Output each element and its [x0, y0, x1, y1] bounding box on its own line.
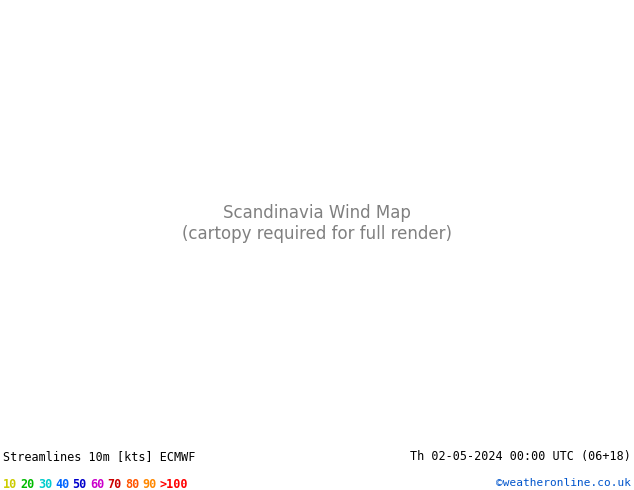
Text: 70: 70: [107, 478, 122, 490]
Text: 10: 10: [3, 478, 17, 490]
Text: 30: 30: [38, 478, 52, 490]
Text: 20: 20: [20, 478, 35, 490]
Text: 40: 40: [55, 478, 70, 490]
Text: >100: >100: [160, 478, 188, 490]
Text: 60: 60: [90, 478, 104, 490]
Text: 50: 50: [73, 478, 87, 490]
Text: 90: 90: [142, 478, 157, 490]
Text: Th 02-05-2024 00:00 UTC (06+18): Th 02-05-2024 00:00 UTC (06+18): [410, 450, 631, 463]
Text: Scandinavia Wind Map
(cartopy required for full render): Scandinavia Wind Map (cartopy required f…: [182, 204, 452, 243]
Text: 80: 80: [125, 478, 139, 490]
Text: ©weatheronline.co.uk: ©weatheronline.co.uk: [496, 478, 631, 488]
Text: Streamlines 10m [kts] ECMWF: Streamlines 10m [kts] ECMWF: [3, 450, 195, 463]
